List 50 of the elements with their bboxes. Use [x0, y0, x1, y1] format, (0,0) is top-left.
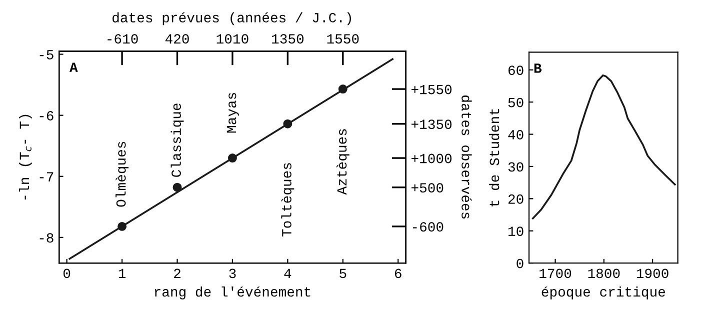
- point: [283, 119, 292, 128]
- y-axis-title: -ln (T$_{c}$- T): [18, 114, 32, 200]
- text: +1000: [411, 154, 452, 164]
- point: [118, 222, 127, 231]
- point: [338, 84, 348, 94]
- x-tick-label: 1900: [636, 268, 668, 278]
- text: -610: [108, 34, 138, 44]
- x-tick-label: 6: [394, 268, 402, 278]
- x-tick-label: 2: [174, 268, 180, 278]
- annotation: Classique: [170, 104, 184, 177]
- annotation: Mayas: [226, 92, 239, 133]
- y-tick-label: -7: [40, 172, 54, 182]
- x-tick-label: 3: [229, 268, 236, 278]
- x-tick-label: 0: [64, 268, 70, 278]
- annotation: Olmèques: [116, 142, 129, 207]
- y2-axis-title: dates observées: [462, 96, 472, 218]
- y-tick-label: 30: [508, 162, 524, 172]
- annotation: B: [534, 64, 542, 73]
- text: +1350: [411, 120, 452, 130]
- y-tick-label: -6: [40, 111, 54, 120]
- text: 1550: [327, 34, 359, 44]
- text: +1550: [411, 84, 452, 94]
- y-tick-label: 40: [508, 130, 524, 140]
- text: 1350: [272, 34, 304, 44]
- x-tick-label: 5: [340, 268, 346, 278]
- y-tick-label: 50: [508, 98, 524, 108]
- y-tick-label: 20: [508, 194, 524, 204]
- x-tick-label: 1700: [540, 268, 572, 278]
- x-tick-label: 1: [118, 268, 126, 278]
- y-tick-label: -5: [40, 50, 54, 60]
- x2-axis-title: dates prévues (années / J.C.): [112, 12, 351, 26]
- y-tick-label: 0: [516, 258, 524, 268]
- x-axis-title: époque critique: [542, 286, 666, 300]
- x-tick-label: 1800: [588, 268, 620, 278]
- y-tick-label: 10: [508, 226, 524, 236]
- text: +500: [411, 183, 444, 193]
- text: -600: [412, 222, 444, 232]
- text: 1010: [216, 34, 248, 44]
- annotation: Aztèques: [336, 129, 350, 195]
- annotation: A: [70, 62, 78, 72]
- annotation: Toltèques: [281, 163, 294, 237]
- point: [228, 154, 237, 163]
- x-tick-label: 4: [284, 268, 292, 278]
- text: 420: [165, 34, 189, 44]
- line-series: [532, 74, 676, 220]
- y-axis-title: t de Student: [488, 109, 500, 206]
- point: [172, 182, 182, 192]
- x-axis-title: rang de l'événement: [154, 286, 310, 300]
- y-tick-label: 60: [508, 66, 524, 76]
- y-tick-label: -8: [40, 233, 54, 243]
